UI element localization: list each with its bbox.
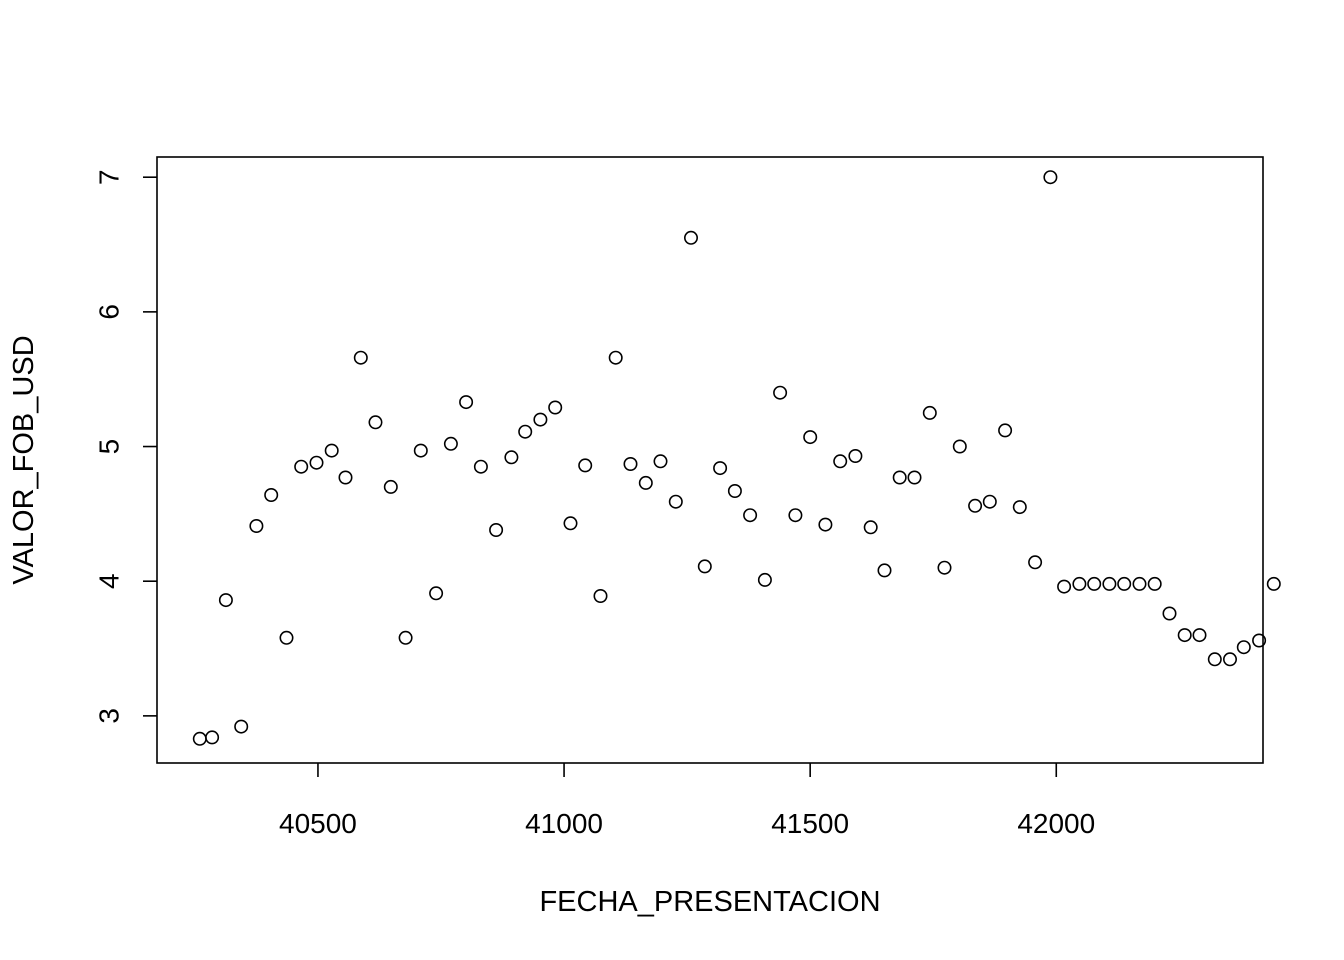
- data-point: [504, 450, 519, 465]
- data-point: [1147, 576, 1162, 591]
- data-point: [1236, 640, 1251, 655]
- data-point: [518, 424, 533, 439]
- data-point: [533, 412, 548, 427]
- y-tick-label: 5: [94, 439, 125, 455]
- data-point: [459, 395, 474, 410]
- data-point: [413, 443, 428, 458]
- data-point: [788, 508, 803, 523]
- data-point: [593, 588, 608, 603]
- data-point: [982, 494, 997, 509]
- y-tick-label: 3: [94, 708, 125, 724]
- data-point: [1028, 555, 1043, 570]
- data-points: [192, 170, 1281, 746]
- x-tick-label: 41500: [771, 808, 849, 839]
- data-point: [922, 405, 937, 420]
- data-point: [443, 436, 458, 451]
- data-point: [1012, 500, 1027, 515]
- data-point: [818, 517, 833, 532]
- data-point: [368, 415, 383, 430]
- data-point: [1057, 579, 1072, 594]
- data-point: [683, 230, 698, 245]
- data-point: [727, 483, 742, 498]
- data-point: [429, 586, 444, 601]
- data-point: [757, 572, 772, 587]
- data-point: [608, 350, 623, 365]
- data-point: [294, 459, 309, 474]
- data-point: [398, 630, 413, 645]
- data-point: [1072, 576, 1087, 591]
- data-point: [697, 559, 712, 574]
- data-point: [309, 455, 324, 470]
- y-tick-label: 6: [94, 304, 125, 320]
- data-point: [937, 560, 952, 575]
- data-point: [548, 400, 563, 415]
- data-point: [998, 423, 1013, 438]
- x-axis-title: FECHA_PRESENTACION: [539, 886, 880, 918]
- data-point: [638, 475, 653, 490]
- data-point: [234, 719, 249, 734]
- data-point: [668, 494, 683, 509]
- data-point: [1223, 652, 1238, 667]
- data-point: [473, 459, 488, 474]
- data-point: [1132, 576, 1147, 591]
- data-point: [489, 522, 504, 537]
- data-point: [279, 630, 294, 645]
- data-point: [218, 593, 233, 608]
- axis-ticks: 40500 41000 41500 42000 3 4 5 6 7: [94, 169, 1096, 839]
- x-tick-label: 41000: [525, 808, 603, 839]
- data-point: [264, 487, 279, 502]
- data-point: [1102, 576, 1117, 591]
- x-tick-label: 40500: [279, 808, 357, 839]
- y-tick-label: 7: [94, 169, 125, 185]
- data-point: [968, 498, 983, 513]
- data-point: [848, 448, 863, 463]
- data-point: [952, 439, 967, 454]
- data-point: [353, 350, 368, 365]
- data-point: [324, 443, 339, 458]
- data-point: [1043, 170, 1058, 185]
- data-point: [833, 454, 848, 469]
- data-point: [205, 730, 220, 745]
- data-point: [563, 516, 578, 531]
- data-point: [907, 470, 922, 485]
- data-point: [1087, 576, 1102, 591]
- data-point: [1192, 628, 1207, 643]
- plot-frame: [156, 156, 1264, 764]
- data-point: [1117, 576, 1132, 591]
- data-point: [713, 461, 728, 476]
- data-point: [623, 456, 638, 471]
- data-point: [1162, 606, 1177, 621]
- data-point: [1266, 576, 1281, 591]
- data-point: [1252, 633, 1267, 648]
- data-point: [773, 385, 788, 400]
- data-point: [892, 470, 907, 485]
- data-point: [338, 470, 353, 485]
- data-point: [1177, 628, 1192, 643]
- data-point: [249, 518, 264, 533]
- data-point: [578, 458, 593, 473]
- data-point: [803, 430, 818, 445]
- x-tick-label: 42000: [1017, 808, 1095, 839]
- y-axis-title: VALOR_FOB_USD: [8, 335, 40, 584]
- y-tick-label: 4: [94, 573, 125, 589]
- data-point: [877, 563, 892, 578]
- data-point: [653, 454, 668, 469]
- data-point: [863, 520, 878, 535]
- data-point: [383, 479, 398, 494]
- data-point: [1207, 652, 1222, 667]
- data-point: [743, 508, 758, 523]
